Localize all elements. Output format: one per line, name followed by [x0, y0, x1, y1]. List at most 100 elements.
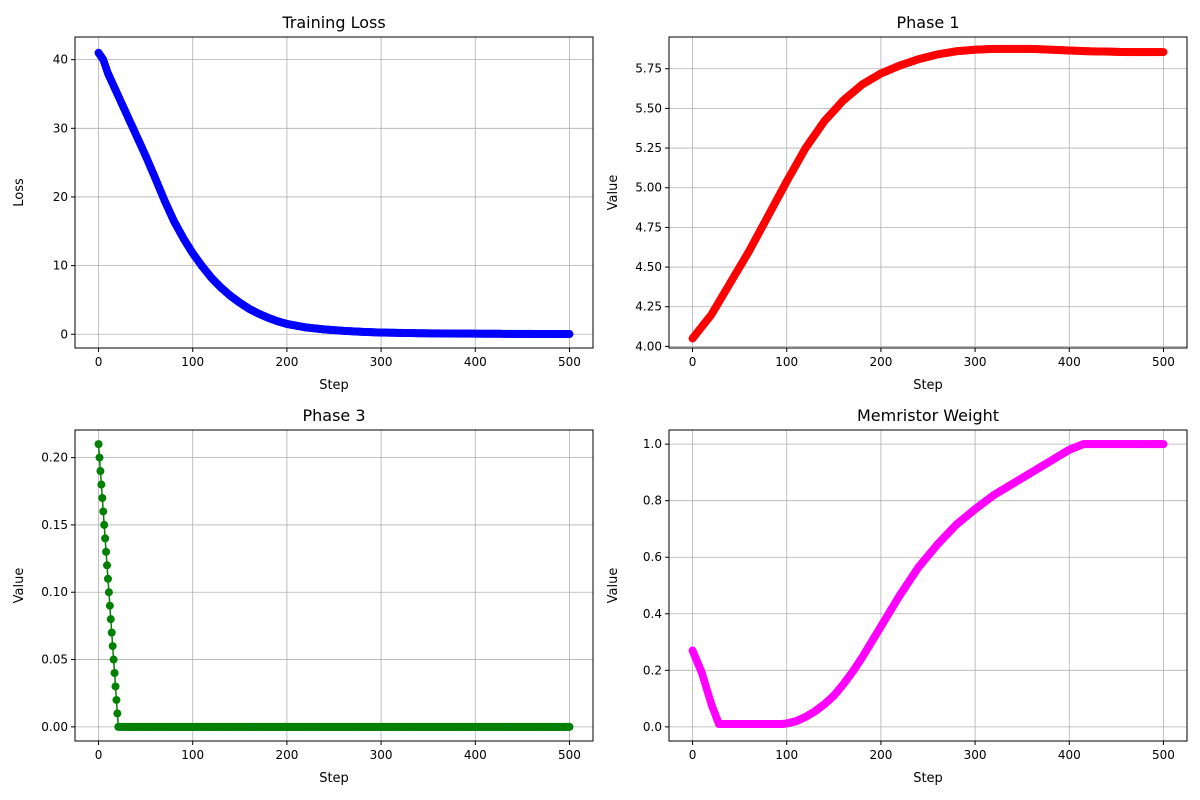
- y-tick-label: 5.25: [635, 141, 662, 155]
- x-tick-label: 500: [1152, 355, 1175, 369]
- x-tick-label: 200: [275, 355, 298, 369]
- chart-title: Training Loss: [281, 13, 385, 32]
- y-tick-label: 0.00: [41, 720, 68, 734]
- data-point: [110, 669, 119, 678]
- x-tick-label: 300: [964, 748, 987, 762]
- y-tick-label: 0.6: [643, 550, 662, 564]
- y-axis-label: Value: [12, 568, 27, 604]
- y-tick-label: 30: [53, 121, 68, 135]
- x-tick-label: 400: [1058, 748, 1081, 762]
- y-tick-label: 4.00: [635, 339, 662, 353]
- x-tick-label: 200: [275, 748, 298, 762]
- data-point: [97, 480, 106, 489]
- data-series: [688, 440, 1168, 729]
- subplot-4: 0 100 200 300 400 500 0.0 0.2 0.4 0.6 0.8 1.0 Memris…: [606, 406, 1188, 786]
- x-tick-label: 500: [558, 355, 581, 369]
- x-tick-label: 100: [775, 355, 798, 369]
- y-tick-label: 40: [53, 53, 68, 67]
- chart-title: Phase 1: [896, 13, 959, 32]
- y-tick-label: 0.15: [41, 518, 68, 532]
- y-tick-label: 5.00: [635, 181, 662, 195]
- y-tick-label: 0.05: [41, 653, 68, 667]
- axes-frame: [668, 36, 1188, 349]
- x-tick-label: 400: [464, 355, 487, 369]
- y-tick-label: 0.2: [643, 663, 662, 677]
- axes-frame: [74, 36, 594, 349]
- y-tick-label: 4.25: [635, 300, 662, 314]
- y-axis-label: Value: [606, 175, 621, 211]
- data-series: [688, 44, 1168, 343]
- y-tick-label: 4.75: [635, 220, 662, 234]
- data-point: [94, 440, 103, 449]
- x-tick-label: 300: [370, 748, 393, 762]
- x-tick-label: 0: [95, 748, 103, 762]
- data-point: [102, 547, 111, 556]
- x-tick-label: 200: [869, 748, 892, 762]
- x-tick-label: 100: [181, 355, 204, 369]
- data-series: [94, 440, 574, 731]
- data-point: [103, 574, 112, 583]
- series-line: [691, 443, 1164, 725]
- y-tick-label: 0.20: [41, 451, 68, 465]
- y-tick-label: 0: [60, 327, 68, 341]
- x-tick-label: 0: [689, 748, 697, 762]
- y-tick-label: 0.8: [643, 494, 662, 508]
- y-tick-label: 20: [53, 190, 68, 204]
- data-point: [113, 709, 122, 718]
- data-point: [108, 642, 117, 651]
- data-point: [1159, 48, 1168, 57]
- x-axis-label: Step: [913, 378, 943, 393]
- data-point: [112, 695, 121, 704]
- data-point: [103, 561, 112, 570]
- y-tick-label: 5.50: [635, 101, 662, 115]
- axes-frame: [668, 429, 1188, 742]
- y-tick-label: 0.4: [643, 607, 662, 621]
- data-point: [565, 330, 574, 339]
- subplot-2: 0 100 200 300 400 500 4.00 4.25 4.50 4.75 5.00 5.25…: [606, 13, 1188, 393]
- chart-title: Phase 3: [302, 406, 365, 425]
- series-line: [97, 52, 570, 335]
- x-tick-label: 500: [1152, 748, 1175, 762]
- axes-frame: [74, 429, 594, 742]
- data-point: [107, 628, 116, 637]
- y-tick-label: 0.0: [643, 720, 662, 734]
- y-axis-label: Value: [606, 568, 621, 604]
- data-series: [94, 48, 574, 339]
- series-line: [97, 444, 570, 728]
- data-point: [104, 588, 113, 597]
- x-axis-label: Step: [913, 771, 943, 786]
- x-tick-label: 200: [869, 355, 892, 369]
- y-tick-label: 5.75: [635, 62, 662, 76]
- x-tick-label: 400: [464, 748, 487, 762]
- x-tick-label: 100: [181, 748, 204, 762]
- data-point: [109, 655, 118, 664]
- y-tick-label: 0.10: [41, 585, 68, 599]
- x-tick-label: 100: [775, 748, 798, 762]
- x-tick-label: 400: [1058, 355, 1081, 369]
- chart-title: Memristor Weight: [857, 406, 999, 425]
- data-point: [101, 534, 110, 543]
- data-point: [96, 467, 105, 476]
- y-tick-label: 4.50: [635, 260, 662, 274]
- data-point: [99, 507, 108, 516]
- data-point: [565, 722, 574, 731]
- y-tick-label: 10: [53, 259, 68, 273]
- data-point: [106, 615, 115, 624]
- subplot-3: 0 100 200 300 400 500 0.00 0.05 0.10 0.15 0.20 Phas…: [12, 406, 594, 786]
- x-tick-label: 0: [95, 355, 103, 369]
- data-point: [100, 520, 109, 529]
- data-point: [111, 682, 120, 691]
- x-axis-label: Step: [319, 378, 349, 393]
- data-point: [98, 493, 107, 502]
- x-axis-label: Step: [319, 771, 349, 786]
- x-tick-label: 0: [689, 355, 697, 369]
- series-line: [691, 48, 1164, 339]
- y-axis-label: Loss: [12, 178, 27, 207]
- data-point: [95, 453, 104, 462]
- x-tick-label: 300: [370, 355, 393, 369]
- subplot-1: 0 100 200 300 400 500 0 10 20 30 40 Training Loss St…: [12, 13, 594, 393]
- x-tick-label: 500: [558, 748, 581, 762]
- data-point: [1159, 440, 1168, 449]
- data-point: [105, 601, 114, 610]
